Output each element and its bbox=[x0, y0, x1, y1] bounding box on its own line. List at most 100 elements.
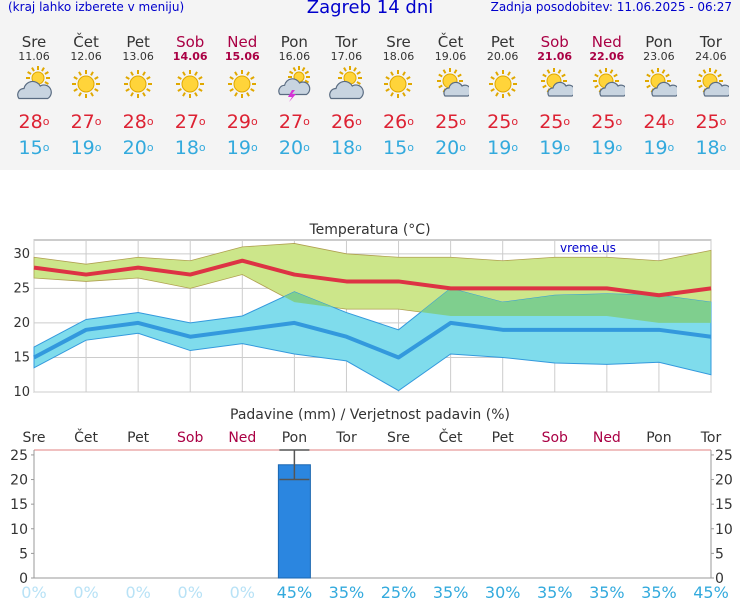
precip-probability: 45% bbox=[693, 583, 729, 600]
sun-cloud-icon bbox=[436, 68, 469, 97]
sun-cloud-icon bbox=[696, 68, 729, 97]
day-date: 16.06 bbox=[278, 50, 311, 63]
min-temp: 19o bbox=[643, 137, 675, 159]
max-temp: 26o bbox=[330, 111, 362, 133]
y-tick-label-right: 15 bbox=[715, 497, 733, 513]
day-name: Ned bbox=[227, 33, 258, 51]
precip-probability: 0% bbox=[73, 583, 98, 600]
y-tick-label-right: 10 bbox=[715, 522, 733, 538]
day-column: Pet 20.06 25o 19o bbox=[477, 34, 529, 159]
day-date: 20.06 bbox=[486, 50, 519, 63]
sun-shape bbox=[228, 70, 257, 98]
cloud-shape bbox=[17, 80, 52, 100]
cloud-shape bbox=[278, 78, 311, 96]
day-date: 17.06 bbox=[330, 50, 363, 63]
y-tick-label-right: 0 bbox=[715, 571, 724, 587]
x-tick-label: Pon bbox=[282, 430, 307, 446]
y-tick-label: 20 bbox=[13, 316, 30, 331]
day-column: Pon 16.06 27o 20o bbox=[268, 34, 320, 159]
day-column: Tor 17.06 26o 18o bbox=[320, 34, 372, 159]
y-tick-label: 10 bbox=[13, 385, 30, 400]
precipitation-chart: Padavine (mm) / Verjetnost padavin (%) Sr… bbox=[10, 407, 733, 600]
min-temp: 20o bbox=[122, 137, 154, 159]
y-tick-label: 15 bbox=[13, 350, 30, 365]
y-tick-label: 25 bbox=[13, 281, 30, 296]
day-date: 12.06 bbox=[70, 50, 102, 63]
y-tick-label-left: 15 bbox=[10, 497, 28, 513]
sun-icon bbox=[72, 70, 101, 98]
sun-cloud-icon bbox=[540, 68, 573, 97]
day-name: Pet bbox=[490, 33, 515, 51]
x-tick-label: Čet bbox=[74, 428, 98, 446]
precip-probability: 35% bbox=[537, 583, 573, 600]
sun-shape bbox=[488, 70, 517, 98]
day-date: 19.06 bbox=[434, 50, 467, 63]
temperature-chart: Temperatura (°C) vreme.us 10 15 20 25 30 bbox=[13, 222, 712, 400]
day-name: Tor bbox=[335, 33, 358, 51]
location-menu-hint[interactable]: (kraj lahko izberete v meniju) bbox=[8, 0, 185, 14]
y-tick-label-left: 20 bbox=[10, 473, 28, 489]
min-temp: 20o bbox=[435, 137, 466, 159]
y-tick-label-right: 5 bbox=[715, 546, 724, 562]
x-tick-label: Sre bbox=[23, 430, 46, 446]
min-temp: 19o bbox=[487, 137, 519, 159]
day-column: Čet 12.06 27o 19o bbox=[60, 34, 112, 159]
partly-cloudy-icon bbox=[329, 66, 365, 100]
day-name: Pon bbox=[280, 33, 308, 51]
precip-probability: 35% bbox=[329, 583, 365, 600]
day-column: Ned 22.06 25o 19o bbox=[581, 34, 633, 159]
x-tick-label: Ned bbox=[228, 430, 256, 446]
x-tick-label: Pet bbox=[492, 430, 515, 446]
day-name: Sre bbox=[386, 33, 411, 51]
day-name: Sre bbox=[21, 33, 47, 51]
x-tick-label: Čet bbox=[439, 428, 463, 446]
day-date: 24.06 bbox=[695, 50, 727, 63]
y-tick-label-right: 20 bbox=[715, 473, 733, 489]
precip-probability: 30% bbox=[485, 583, 521, 600]
max-temp: 25o bbox=[487, 111, 519, 133]
max-temp: 29o bbox=[226, 111, 258, 133]
precip-probability: 0% bbox=[230, 583, 255, 600]
cloud-shape bbox=[329, 80, 365, 100]
min-temp: 19o bbox=[591, 137, 623, 159]
sun-cloud-icon bbox=[592, 68, 625, 97]
sun-icon bbox=[384, 70, 413, 98]
max-temp: 25o bbox=[435, 111, 466, 133]
precip-probability: 45% bbox=[277, 583, 313, 600]
max-temp: 27o bbox=[174, 111, 206, 133]
day-column: Sob 14.06 27o 18o bbox=[164, 34, 216, 159]
x-tick-label: Pon bbox=[646, 430, 671, 446]
sun-icon bbox=[124, 70, 153, 98]
sun-shape bbox=[384, 70, 413, 98]
precip-probability: 35% bbox=[641, 583, 677, 600]
y-tick-label-right: 25 bbox=[715, 448, 733, 464]
day-column: Tor 24.06 25o 18o bbox=[685, 34, 737, 159]
y-tick-label-left: 5 bbox=[19, 546, 28, 562]
day-date: 18.06 bbox=[382, 50, 415, 63]
precip-probability: 25% bbox=[381, 583, 417, 600]
min-temp: 18o bbox=[695, 137, 727, 159]
max-temp: 24o bbox=[643, 111, 675, 133]
day-name: Pon bbox=[645, 33, 673, 51]
x-tick-label: Sob bbox=[542, 430, 568, 446]
x-tick-label: Sre bbox=[387, 430, 410, 446]
sun-shape bbox=[72, 70, 101, 98]
max-temp: 26o bbox=[383, 111, 414, 133]
sun-icon bbox=[176, 70, 205, 98]
max-temp: 27o bbox=[70, 111, 102, 133]
min-temp: 20o bbox=[278, 137, 310, 159]
precip-probability: 35% bbox=[589, 583, 625, 600]
min-temp: 19o bbox=[70, 137, 102, 159]
cloud-shape bbox=[547, 81, 573, 97]
min-temp: 18o bbox=[330, 137, 362, 159]
lightning-shape bbox=[288, 90, 297, 102]
day-column: Čet 19.06 25o 20o bbox=[425, 34, 477, 159]
x-tick-label: Ned bbox=[593, 430, 621, 446]
watermark: vreme.us bbox=[560, 241, 616, 255]
x-tick-label: Tor bbox=[700, 430, 722, 446]
day-column: Ned 15.06 29o 19o bbox=[216, 34, 268, 159]
max-temp: 27o bbox=[278, 111, 310, 133]
y-tick-label: 30 bbox=[13, 247, 30, 262]
max-temp: 25o bbox=[695, 111, 727, 133]
precip-bar bbox=[277, 464, 311, 579]
